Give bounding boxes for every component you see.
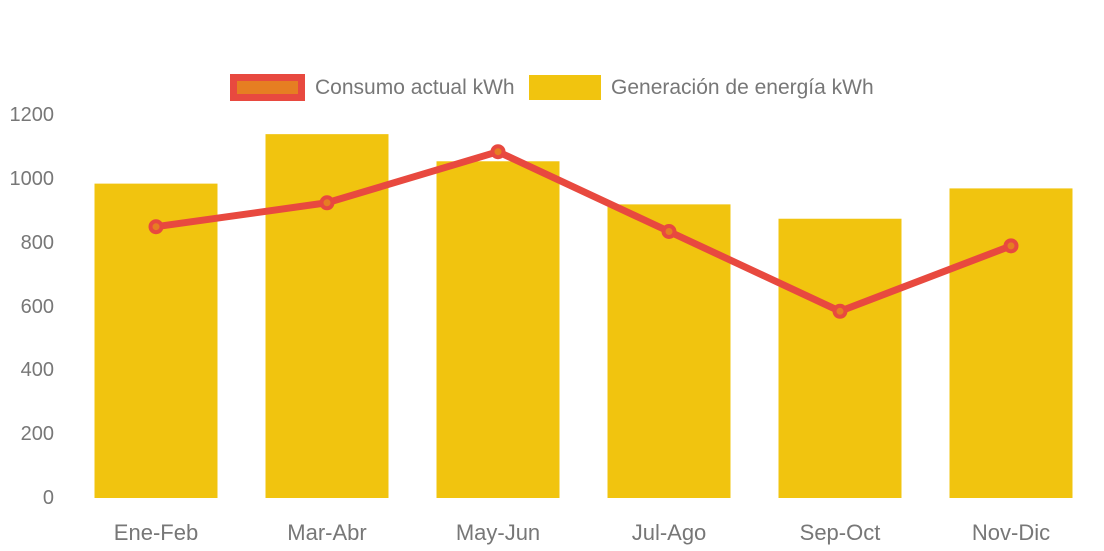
data-point-Ene-Feb	[148, 219, 164, 235]
data-point-Sep-Oct	[832, 303, 848, 319]
bar-Ene-Feb	[94, 183, 218, 498]
y-tick-label: 600	[20, 295, 54, 318]
data-point-Jul-Ago	[661, 223, 677, 239]
bar-Mar-Abr	[265, 134, 389, 498]
data-point-Mar-Abr	[319, 195, 335, 211]
y-tick-label: 800	[20, 231, 54, 254]
bar-Nov-Dic	[949, 188, 1073, 499]
bar-May-Jun	[436, 161, 560, 498]
legend-item-generation[interactable]: Generación de energía kWh	[529, 75, 874, 100]
bar-legend-swatch	[529, 75, 601, 100]
line-legend-swatch	[230, 74, 305, 101]
x-axis-label: Jul-Ago	[631, 520, 707, 545]
x-axis-label: Mar-Abr	[287, 520, 367, 545]
data-point-May-Jun	[490, 144, 506, 160]
y-tick-label: 200	[20, 423, 54, 446]
x-axis-label: Nov-Dic	[971, 520, 1051, 545]
x-axis-label: Sep-Oct	[799, 520, 881, 545]
y-tick-label: 1000	[9, 167, 55, 190]
y-tick-label: 1200	[9, 104, 55, 126]
y-tick-label: 400	[20, 359, 54, 382]
y-tick-label: 0	[42, 487, 54, 509]
data-point-Nov-Dic	[1003, 238, 1019, 254]
consumption-line	[152, 148, 1015, 315]
x-axis-label: Ene-Feb	[113, 520, 199, 545]
legend-label-consumption: Consumo actual kWh	[315, 75, 515, 99]
legend-label-generation: Generación de energía kWh	[611, 75, 874, 99]
x-axis-label: May-Jun	[455, 520, 541, 545]
legend-item-consumption[interactable]: Consumo actual kWh	[230, 74, 515, 101]
bar-Sep-Oct	[778, 218, 902, 498]
